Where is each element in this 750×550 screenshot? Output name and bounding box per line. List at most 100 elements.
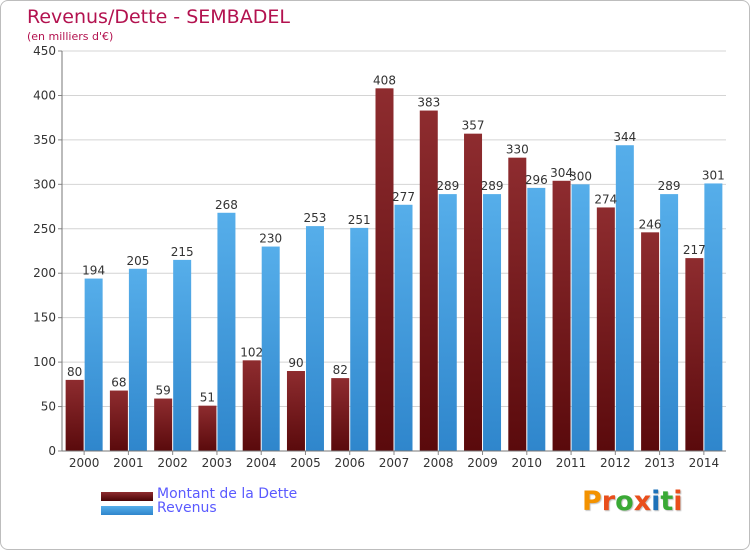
logo-letter: o <box>615 486 634 517</box>
data-label: 344 <box>613 130 636 144</box>
y-tick-label: 0 <box>48 444 56 458</box>
data-label: 80 <box>67 365 82 379</box>
dette-bar <box>242 360 261 451</box>
data-label: 102 <box>240 345 263 359</box>
x-tick-label: 2003 <box>202 456 233 470</box>
data-label: 268 <box>215 198 238 212</box>
data-label: 90 <box>288 356 303 370</box>
logo-letter: P <box>582 486 602 517</box>
dette-bar <box>596 207 615 451</box>
x-tick-label: 2005 <box>290 456 321 470</box>
revenus-bar <box>350 227 369 451</box>
data-label: 301 <box>702 168 725 182</box>
data-label: 82 <box>333 363 348 377</box>
revenus-bar <box>483 194 502 451</box>
data-label: 205 <box>126 254 149 268</box>
data-label: 357 <box>462 119 485 133</box>
x-tick-label: 2012 <box>600 456 631 470</box>
data-label: 51 <box>200 391 215 405</box>
dette-bar <box>641 232 660 451</box>
revenus-bar <box>394 204 413 451</box>
revenus-bar <box>305 226 324 451</box>
data-label: 289 <box>436 179 459 193</box>
x-tick-label: 2006 <box>334 456 365 470</box>
y-tick-label: 50 <box>41 400 56 414</box>
y-tick-label: 250 <box>33 222 56 236</box>
dette-bar <box>375 88 394 451</box>
dette-bar <box>65 379 84 451</box>
dette-bar <box>109 390 128 451</box>
dette-bar <box>685 258 704 451</box>
logo-letter: i <box>651 486 661 517</box>
data-label: 296 <box>525 173 548 187</box>
grid: 0 50 100 150 200 250 300 350 400 450 <box>33 44 726 458</box>
logo-letter: i <box>673 486 683 517</box>
data-label: 230 <box>259 232 282 246</box>
dette-bar <box>419 110 438 452</box>
x-tick-label: 2013 <box>644 456 675 470</box>
x-tick-label: 2002 <box>157 456 188 470</box>
data-label: 277 <box>392 190 415 204</box>
dette-bar <box>198 405 217 451</box>
data-label: 251 <box>348 213 371 227</box>
data-label: 289 <box>481 179 504 193</box>
y-tick-label: 150 <box>33 311 56 325</box>
data-label: 289 <box>658 179 681 193</box>
axes: 2000 2001 2002 2003 2004 2005 2006 2007 2008 2009… <box>61 51 726 470</box>
data-label: 194 <box>82 264 105 278</box>
x-tick-label: 2000 <box>69 456 100 470</box>
x-tick-label: 2004 <box>246 456 277 470</box>
data-label: 304 <box>550 166 573 180</box>
chart-title: Revenus/Dette - SEMBADEL <box>27 6 290 28</box>
revenus-bar <box>571 184 590 452</box>
dette-bar <box>286 371 305 451</box>
value-labels: 80 194 68 205 59 215 51 268 102 230 90 253 82 251 408 2… <box>67 73 725 404</box>
y-tick-label: 400 <box>33 88 56 102</box>
y-tick-label: 200 <box>33 266 56 280</box>
legend-label-dette: Montant de la Dette <box>157 486 298 502</box>
x-tick-label: 2011 <box>556 456 587 470</box>
data-label: 330 <box>506 143 529 157</box>
dette-bar <box>508 157 527 451</box>
bars <box>65 88 723 452</box>
x-tick-label: 2008 <box>423 456 454 470</box>
logo-letter: t <box>660 486 674 517</box>
data-label: 59 <box>156 384 171 398</box>
x-tick-label: 2010 <box>512 456 543 470</box>
revenus-bar <box>660 194 679 451</box>
x-tick-label: 2014 <box>689 456 720 470</box>
data-label: 246 <box>639 217 662 231</box>
revenus-bar <box>261 246 280 451</box>
data-label: 253 <box>304 211 327 225</box>
legend-label-revenus: Revenus <box>157 500 217 516</box>
revenus-bar <box>217 212 236 451</box>
dette-bar <box>464 133 483 451</box>
revenus-bar <box>704 183 723 451</box>
dette-bar <box>154 398 173 451</box>
logo-letter: x <box>633 486 652 517</box>
x-tick-label: 2009 <box>467 456 498 470</box>
y-tick-label: 100 <box>33 355 56 369</box>
y-tick-label: 300 <box>33 177 56 191</box>
data-label: 274 <box>594 192 617 206</box>
data-label: 215 <box>171 245 194 259</box>
legend-swatch-revenus <box>101 506 153 515</box>
logo-letter: r <box>601 486 616 517</box>
chart-subtitle: (en milliers d'€) <box>27 30 114 43</box>
revenus-bar <box>173 259 192 451</box>
revenus-bar <box>438 194 457 451</box>
y-tick-label: 450 <box>33 44 56 58</box>
revenus-bar <box>84 278 103 451</box>
data-label: 300 <box>569 169 592 183</box>
data-label: 68 <box>111 376 126 390</box>
revenus-bar <box>615 145 634 451</box>
legend-swatch-dette <box>101 492 153 501</box>
y-tick-label: 350 <box>33 133 56 147</box>
revenus-bar <box>128 268 147 451</box>
x-tick-label: 2001 <box>113 456 144 470</box>
data-label: 383 <box>417 96 440 110</box>
dette-bar <box>331 378 350 451</box>
x-tick-label: 2007 <box>379 456 410 470</box>
